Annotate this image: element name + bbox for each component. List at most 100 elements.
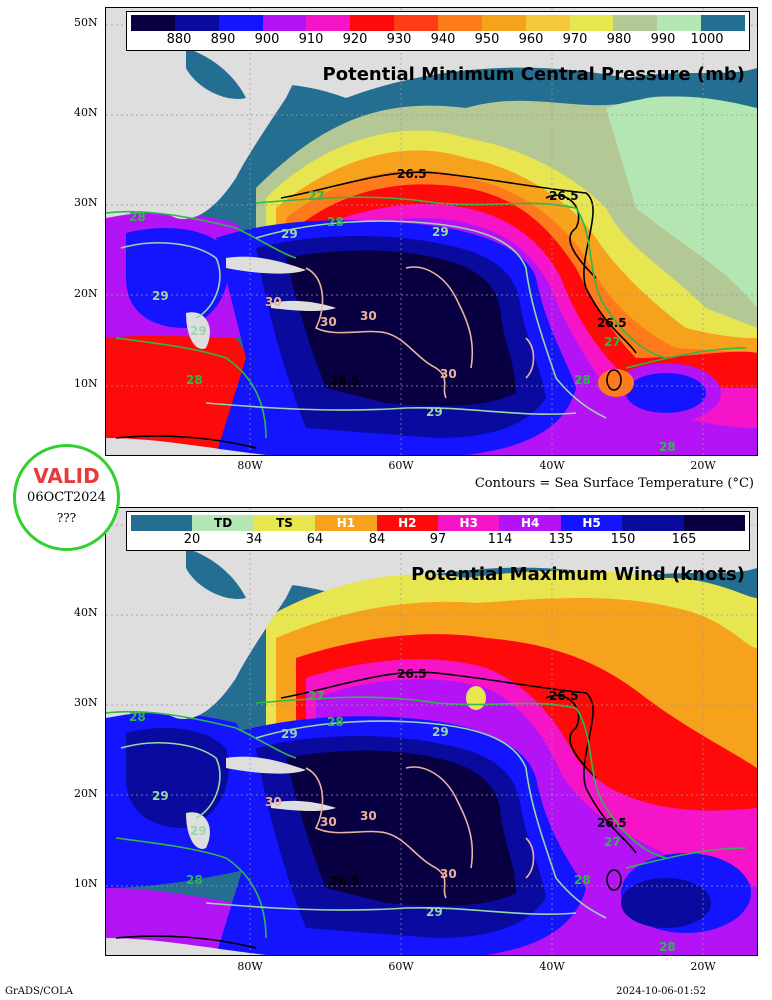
contour-label: 28 (129, 710, 146, 724)
contour-label: 27 (308, 689, 325, 703)
colorbar-swatch: TD (192, 515, 254, 531)
contour-label: 28 (186, 373, 203, 387)
contour-label: 29 (190, 324, 207, 338)
footer-credit: GrADS/COLA (5, 986, 73, 997)
colorbar-swatch: H4 (499, 515, 561, 531)
colorbar-swatch (131, 15, 175, 31)
contour-label: 29 (152, 789, 169, 803)
colorbar-swatch (350, 15, 395, 31)
colorbar-tick: 880 (166, 32, 192, 47)
contour-label: 26.5 (549, 689, 579, 703)
colorbar-tick: 165 (671, 532, 697, 547)
colorbar-swatch: H5 (560, 515, 623, 531)
colorbar-swatch (481, 15, 526, 31)
contour-label: 27 (604, 335, 621, 349)
contour-label: 28 (129, 210, 146, 224)
colorbar-swatch (131, 515, 193, 531)
lon-label: 40W (539, 459, 565, 472)
contour-label: 26.5 (330, 874, 360, 888)
contour-label: 29 (426, 905, 443, 919)
lon-label: 80W (237, 459, 263, 472)
colorbar-swatch (683, 515, 746, 531)
lon-label: 40W (539, 960, 565, 973)
valid-date: 06OCT2024 (27, 490, 106, 505)
contour-label: 26.5 (597, 816, 627, 830)
contour-label: 29 (190, 824, 207, 838)
colorbar-tick: 890 (210, 32, 236, 47)
colorbar-swatch (525, 15, 570, 31)
colorbar-tick: 150 (610, 532, 636, 547)
contour-label: 30 (440, 367, 457, 381)
colorbar-swatch (394, 15, 439, 31)
footer-timestamp: 2024-10-06-01:52 (616, 986, 706, 997)
colorbar-tick: 950 (474, 32, 500, 47)
colorbar-tick: 900 (254, 32, 280, 47)
lat-label: 20N (74, 287, 98, 300)
colorbar-tick: 970 (562, 32, 588, 47)
colorbar-swatch (613, 15, 658, 31)
contour-label: 29 (281, 727, 298, 741)
pressure-colorbar: 880 890 900 910 920 930 940 950 960 970 … (126, 11, 750, 51)
colorbar-tick: 84 (368, 532, 386, 547)
colorbar-tick: 135 (548, 532, 574, 547)
wind-map: 26.5 26.5 26.5 26.5 27 27 28 28 28 28 28… (106, 508, 757, 955)
colorbar-tick: 114 (487, 532, 513, 547)
contour-label: 30 (265, 295, 282, 309)
lat-label: 30N (74, 696, 98, 709)
colorbar-swatch (174, 15, 219, 31)
colorbar-tick: 910 (298, 32, 324, 47)
contour-label: 29 (432, 225, 449, 239)
lat-label: 20N (74, 787, 98, 800)
lat-label: 30N (74, 196, 98, 209)
contour-label: 28 (327, 715, 344, 729)
valid-extra: ??? (56, 511, 77, 525)
contour-label: 30 (320, 815, 337, 829)
colorbar-tick: 960 (518, 32, 544, 47)
valid-date-badge: VALID 06OCT2024 ??? (13, 444, 120, 551)
lat-label: 50N (74, 16, 98, 29)
colorbar-swatch (657, 15, 702, 31)
colorbar-swatch (262, 15, 307, 31)
contour-label: 28 (659, 940, 676, 954)
contour-label: 26.5 (549, 189, 579, 203)
panel-title: Potential Minimum Central Pressure (mb) (322, 64, 745, 85)
lat-label: 10N (74, 877, 98, 890)
colorbar-tick: 34 (245, 532, 263, 547)
colorbar-tick: 930 (386, 32, 412, 47)
panel-title: Potential Maximum Wind (knots) (411, 564, 745, 585)
colorbar-tick: 1000 (690, 32, 724, 47)
contour-label: 29 (432, 725, 449, 739)
colorbar-tick: 990 (650, 32, 676, 47)
contour-label: 30 (265, 795, 282, 809)
lat-label: 10N (74, 377, 98, 390)
colorbar-swatch (218, 15, 263, 31)
contour-label: 28 (659, 440, 676, 454)
lon-label: 60W (388, 960, 414, 973)
colorbar-swatch (306, 15, 351, 31)
contour-label: 27 (604, 835, 621, 849)
colorbar-swatch (701, 15, 746, 31)
contour-label: 28 (327, 215, 344, 229)
lon-label: 20W (690, 960, 716, 973)
lat-label: 40N (74, 106, 98, 119)
contour-caption: Contours = Sea Surface Temperature (°C) (474, 476, 754, 491)
contour-label: 28 (574, 373, 591, 387)
colorbar-tick: 97 (429, 532, 447, 547)
wind-map-panel: 26.5 26.5 26.5 26.5 27 27 28 28 28 28 28… (105, 507, 758, 956)
colorbar-tick: 64 (306, 532, 324, 547)
valid-title: VALID (33, 464, 100, 488)
colorbar-swatches (131, 15, 746, 31)
colorbar-swatches: TD TS H1 H2 H3 H4 H5 (131, 515, 746, 531)
contour-label: 26.5 (397, 167, 427, 181)
pressure-map: 26.5 26.5 26.5 26.5 27 27 28 28 28 28 28… (106, 8, 757, 455)
colorbar-swatch: H1 (315, 515, 377, 531)
colorbar-swatch (569, 15, 614, 31)
contour-label: 26.5 (397, 667, 427, 681)
lon-label: 80W (237, 960, 263, 973)
contour-label: 29 (152, 289, 169, 303)
lon-label: 20W (690, 459, 716, 472)
contour-label: 29 (426, 405, 443, 419)
colorbar-swatch (622, 515, 684, 531)
contour-label: 30 (360, 809, 377, 823)
lon-label: 60W (388, 459, 414, 472)
